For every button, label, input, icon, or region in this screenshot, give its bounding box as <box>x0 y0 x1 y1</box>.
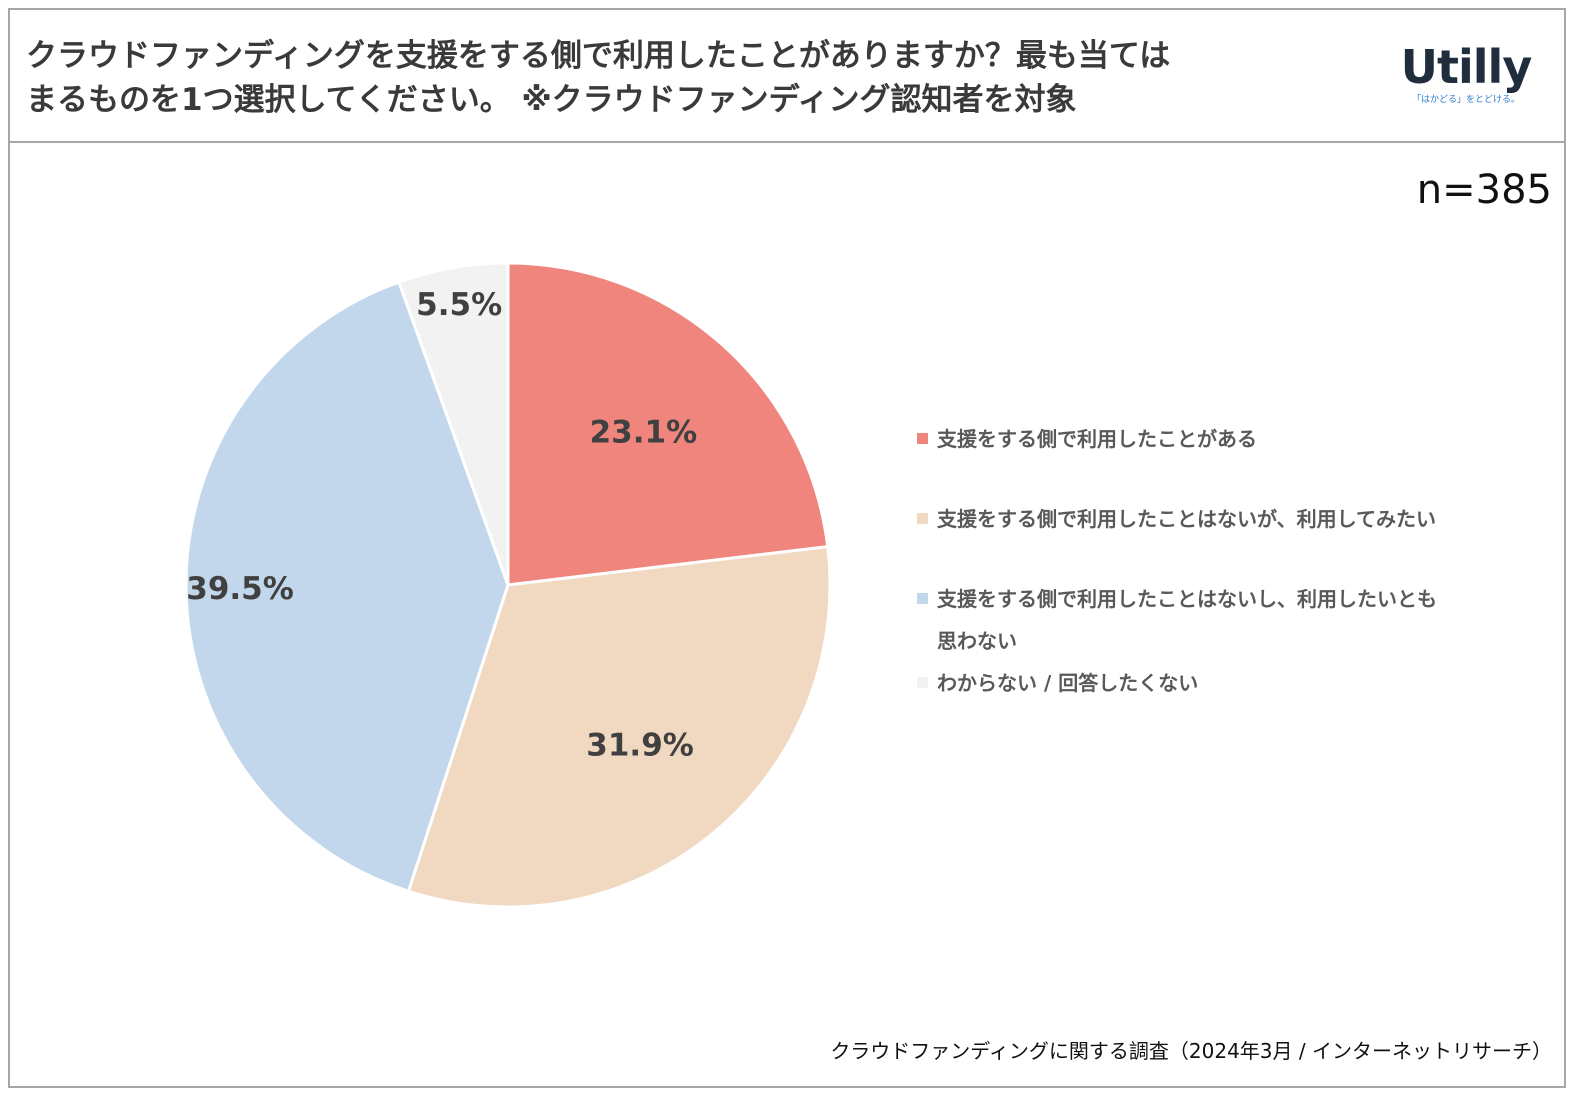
legend-item-3: 支援をする側で利用したことはないし、利用したいとも 思わない <box>917 578 1517 662</box>
pie-data-label-4: 5.5% <box>416 287 502 323</box>
legend-swatch-2 <box>917 513 928 524</box>
legend-swatch-4 <box>917 677 928 688</box>
chart-title: クラウドファンディングを支援をする側で利用したことがありますか？最も当ては まる… <box>26 34 1346 122</box>
pie-slice-2 <box>406 544 832 909</box>
legend-label-3-line-1: 支援をする側で利用したことはないし、利用したいとも <box>937 587 1437 611</box>
pie-slice-3 <box>184 280 510 894</box>
logo-wordmark: Utilly <box>1400 40 1533 94</box>
legend-label-4: わからない / 回答したくない <box>937 671 1199 695</box>
header: クラウドファンディングを支援をする側で利用したことがありますか？最も当ては まる… <box>10 10 1564 143</box>
utilly-logo: Utilly 「はかどる」をとどける。 <box>1398 42 1534 112</box>
chart-title-line-2: まるものを1つ選択してください。 ※クラウドファンディング認知者を対象 <box>26 82 1077 118</box>
pie-slice-1 <box>506 261 830 587</box>
sample-size-label: n=385 <box>1416 167 1552 213</box>
pie-data-label-1: 23.1% <box>590 414 698 450</box>
legend-label-2: 支援をする側で利用したことはないが、利用してみたい <box>937 507 1436 531</box>
source-note: クラウドファンディングに関する調査（2024年3月 / インターネットリサーチ） <box>830 1039 1552 1063</box>
pie-slice-4 <box>397 261 510 586</box>
logo-tagline: 「はかどる」をとどける。 <box>1411 95 1520 105</box>
legend-label-3-line-2: 思わない <box>937 629 1017 653</box>
legend-label-1: 支援をする側で利用したことがある <box>937 427 1257 451</box>
legend-swatch-1 <box>917 433 928 444</box>
legend-item-2: 支援をする側で利用したことはないが、利用してみたい <box>917 498 1517 540</box>
chart-title-line-1: クラウドファンディングを支援をする側で利用したことがありますか？最も当ては <box>26 38 1171 74</box>
legend-item-4: わからない / 回答したくない <box>917 662 1517 704</box>
pie-data-label-3: 39.5% <box>186 571 294 607</box>
legend-item-1: 支援をする側で利用したことがある <box>917 418 1517 460</box>
legend: 支援をする側で利用したことがある 支援をする側で利用したことはないが、利用してみ… <box>917 418 1517 704</box>
pie-data-label-2: 31.9% <box>586 728 694 764</box>
legend-swatch-3 <box>917 593 928 604</box>
